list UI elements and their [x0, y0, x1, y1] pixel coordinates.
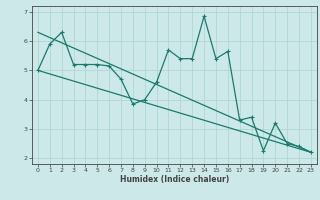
X-axis label: Humidex (Indice chaleur): Humidex (Indice chaleur)	[120, 175, 229, 184]
